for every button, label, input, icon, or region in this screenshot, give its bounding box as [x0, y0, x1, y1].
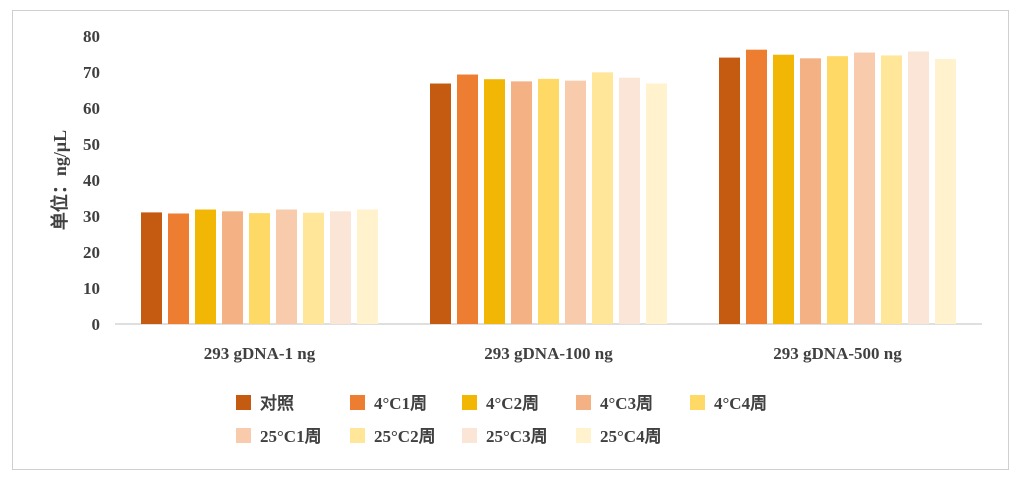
legend-swatch [236, 428, 251, 443]
legend-swatch [462, 395, 477, 410]
y-tick-label: 30 [83, 207, 100, 226]
legend-label: 4°C3周 [600, 394, 653, 413]
legend: 对照 4°C1周 4°C2周 4°C3周 4°C4周 25°C1周 25°C2周 25°C3周… [236, 393, 767, 446]
bar [619, 77, 640, 324]
legend-swatch [350, 395, 365, 410]
y-axis-ticks: 0 10 20 30 40 50 60 70 80 [83, 27, 100, 334]
bar [827, 56, 848, 324]
bar [276, 209, 297, 324]
y-tick-label: 50 [83, 135, 100, 154]
legend-swatch [462, 428, 477, 443]
bar [457, 74, 478, 325]
bar [881, 55, 902, 324]
bar [565, 80, 586, 324]
y-tick-label: 0 [92, 315, 101, 334]
legend-label: 25°C2周 [374, 427, 436, 446]
bar [800, 58, 821, 324]
bar [357, 209, 378, 324]
y-tick-label: 40 [83, 171, 100, 190]
bar [538, 78, 559, 324]
y-tick-label: 70 [83, 63, 100, 82]
bar [746, 49, 767, 325]
legend-swatch [690, 395, 705, 410]
legend-label: 4°C4周 [714, 394, 767, 413]
bar [222, 211, 243, 324]
bar [908, 51, 929, 324]
bar [195, 209, 216, 324]
bar [511, 81, 532, 324]
legend-swatch [350, 428, 365, 443]
x-category-label: 293 gDNA-1 ng [204, 344, 316, 363]
chart-frame [12, 10, 1009, 470]
legend-label: 25°C1周 [260, 427, 322, 446]
bar [141, 212, 162, 324]
bar [646, 83, 667, 325]
y-tick-label: 80 [83, 27, 100, 46]
x-category-label: 293 gDNA-100 ng [484, 344, 613, 363]
bars-group [141, 49, 956, 325]
bar [330, 211, 351, 324]
bar [168, 213, 189, 324]
legend-label: 4°C2周 [486, 394, 539, 413]
legend-swatch [236, 395, 251, 410]
y-axis-label: 单位：ng/μL [49, 130, 70, 230]
legend-label: 对照 [260, 393, 294, 413]
y-tick-label: 10 [83, 279, 100, 298]
bar [484, 79, 505, 324]
bar [303, 212, 324, 324]
bar [249, 213, 270, 324]
y-tick-label: 60 [83, 99, 100, 118]
y-tick-label: 20 [83, 243, 100, 262]
bar [719, 57, 740, 324]
bar [592, 72, 613, 324]
bar [935, 59, 956, 324]
y-axis-label-group: 单位：ng/μL [49, 130, 70, 230]
legend-swatch [576, 428, 591, 443]
x-category-label: 293 gDNA-500 ng [773, 344, 902, 363]
bar [430, 83, 451, 325]
bar [773, 54, 794, 324]
bar [854, 52, 875, 325]
legend-label: 25°C4周 [600, 427, 662, 446]
legend-label: 4°C1周 [374, 394, 427, 413]
legend-swatch [576, 395, 591, 410]
category-labels: 293 gDNA-1 ng 293 gDNA-100 ng 293 gDNA-500… [204, 344, 902, 363]
legend-label: 25°C3周 [486, 427, 548, 446]
